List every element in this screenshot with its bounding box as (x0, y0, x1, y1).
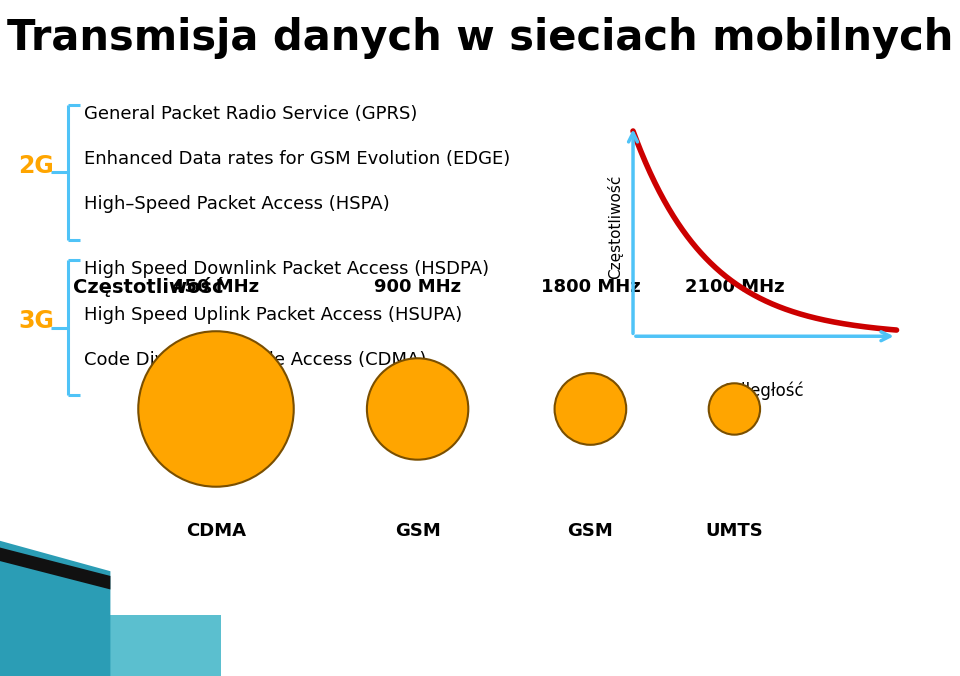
Text: 900 MHz: 900 MHz (374, 279, 461, 296)
Ellipse shape (138, 331, 294, 487)
Text: 450 MHz: 450 MHz (173, 279, 259, 296)
Text: High Speed Uplink Packet Access (HSUPA): High Speed Uplink Packet Access (HSUPA) (84, 306, 463, 324)
Text: General Packet Radio Service (GPRS): General Packet Radio Service (GPRS) (84, 105, 418, 123)
Text: Częstotliwość: Częstotliwość (74, 277, 224, 297)
Polygon shape (0, 541, 110, 676)
Ellipse shape (555, 373, 626, 445)
Text: CDMA: CDMA (186, 522, 246, 539)
Polygon shape (0, 615, 221, 676)
Text: GSM: GSM (567, 522, 613, 539)
Text: 2G: 2G (18, 153, 55, 178)
Text: 2100 MHz: 2100 MHz (684, 279, 784, 296)
Text: 3G: 3G (18, 309, 55, 333)
Text: GSM: GSM (395, 522, 441, 539)
Text: 1800 MHz: 1800 MHz (540, 279, 640, 296)
Text: Częstotliwość: Częstotliwość (608, 174, 623, 279)
Text: High Speed Downlink Packet Access (HSDPA): High Speed Downlink Packet Access (HSDPA… (84, 260, 490, 279)
Ellipse shape (367, 358, 468, 460)
Polygon shape (0, 548, 110, 589)
Text: High–Speed Packet Access (HSPA): High–Speed Packet Access (HSPA) (84, 195, 390, 214)
Text: Enhanced Data rates for GSM Evolution (EDGE): Enhanced Data rates for GSM Evolution (E… (84, 150, 511, 168)
Text: Code Division Multiple Access (CDMA): Code Division Multiple Access (CDMA) (84, 351, 427, 369)
Text: Odległość: Odległość (722, 382, 804, 400)
Text: Transmisja danych w sieciach mobilnych: Transmisja danych w sieciach mobilnych (7, 17, 953, 59)
Ellipse shape (708, 383, 760, 435)
Text: UMTS: UMTS (706, 522, 763, 539)
